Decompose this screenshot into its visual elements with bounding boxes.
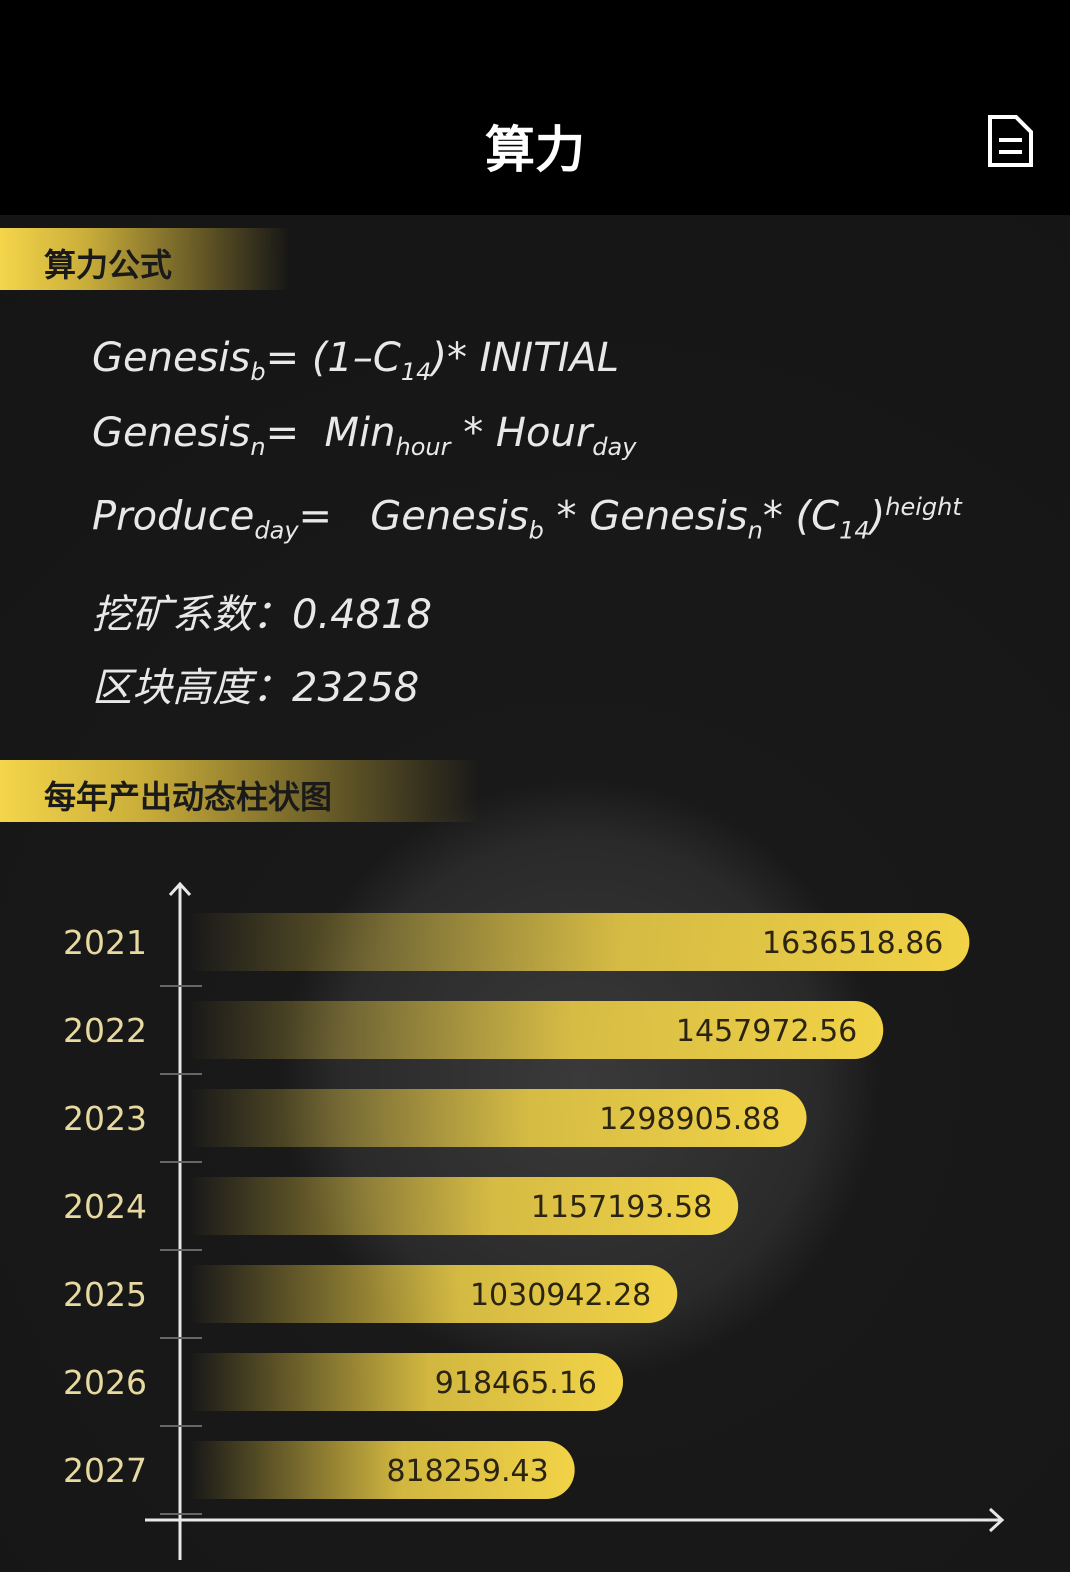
section-title: 每年产出动态柱状图 — [44, 778, 333, 816]
bar — [190, 1265, 678, 1323]
axis-arrow — [168, 881, 192, 897]
formula-text: * (C — [762, 493, 840, 540]
formula-text: = (1–C — [265, 335, 401, 381]
formula-text: Genesis — [92, 335, 251, 381]
formula-text: ) — [869, 493, 886, 540]
bar — [190, 1353, 624, 1411]
value-label: 1030942.28 — [470, 1278, 651, 1313]
header: 算力 — [0, 0, 1070, 215]
formula-sub: 14 — [400, 358, 432, 386]
formula-sub: n — [747, 516, 763, 545]
formula-text: )* INITIAL — [431, 335, 620, 381]
page-title: 算力 — [485, 121, 585, 179]
y-tick-label: 2021 — [63, 923, 147, 962]
mining-coefficient: 挖矿系数：0.4818 — [92, 582, 432, 640]
formula-sup: height — [885, 493, 962, 521]
y-tick-label: 2022 — [63, 1011, 147, 1050]
axis-arrow — [988, 1507, 1005, 1533]
bar — [190, 1441, 575, 1499]
value-label: 918465.16 — [435, 1366, 597, 1401]
formula-sub: hour — [395, 433, 451, 461]
value-label: 1157193.58 — [531, 1190, 712, 1225]
y-tick-label: 2025 — [63, 1275, 147, 1314]
bar — [190, 1177, 739, 1235]
formula: Genesisb= (1–C14)* INITIAL — [92, 335, 619, 386]
label: 区块高度： — [92, 665, 292, 711]
formula-sub: n — [250, 433, 266, 461]
bar — [190, 1001, 884, 1059]
y-tick-label: 2024 — [63, 1187, 147, 1226]
value-label: 1636518.86 — [762, 926, 943, 961]
formula-text: Produce — [92, 493, 255, 540]
value: 0.4818 — [292, 592, 432, 638]
label: 挖矿系数： — [92, 592, 292, 638]
bar — [190, 913, 970, 971]
document-icon[interactable] — [986, 114, 1034, 168]
formula: Genesisn= Minhour * Hourday — [92, 410, 636, 461]
value-label: 1298905.88 — [599, 1102, 780, 1137]
formula: Produceday= Genesisb * Genesisn* (C14)he… — [92, 493, 962, 544]
formula-sub: b — [250, 358, 266, 386]
value-label: 1457972.56 — [676, 1014, 857, 1049]
section-title: 算力公式 — [44, 246, 173, 284]
formula-sub: b — [528, 516, 544, 545]
section-header: 算力公式 — [0, 228, 290, 290]
y-tick-label: 2026 — [63, 1363, 147, 1402]
formula-text: Genesis — [92, 410, 251, 456]
formula-sub: day — [592, 433, 637, 461]
formula-sub: day — [254, 516, 299, 545]
formula-text: = Genesis — [298, 493, 529, 540]
formula-text: * Hour — [450, 410, 593, 456]
y-tick-label: 2023 — [63, 1099, 147, 1138]
y-tick-label: 2027 — [63, 1451, 147, 1490]
block-height: 区块高度：23258 — [92, 655, 419, 713]
formula-text: = Min — [265, 410, 396, 456]
formula-sub: 14 — [839, 516, 870, 545]
section-header: 每年产出动态柱状图 — [0, 760, 480, 822]
value: 23258 — [292, 665, 420, 711]
value-label: 818259.43 — [386, 1454, 548, 1489]
formula-text: * Genesis — [543, 493, 748, 540]
bar — [190, 1089, 807, 1147]
